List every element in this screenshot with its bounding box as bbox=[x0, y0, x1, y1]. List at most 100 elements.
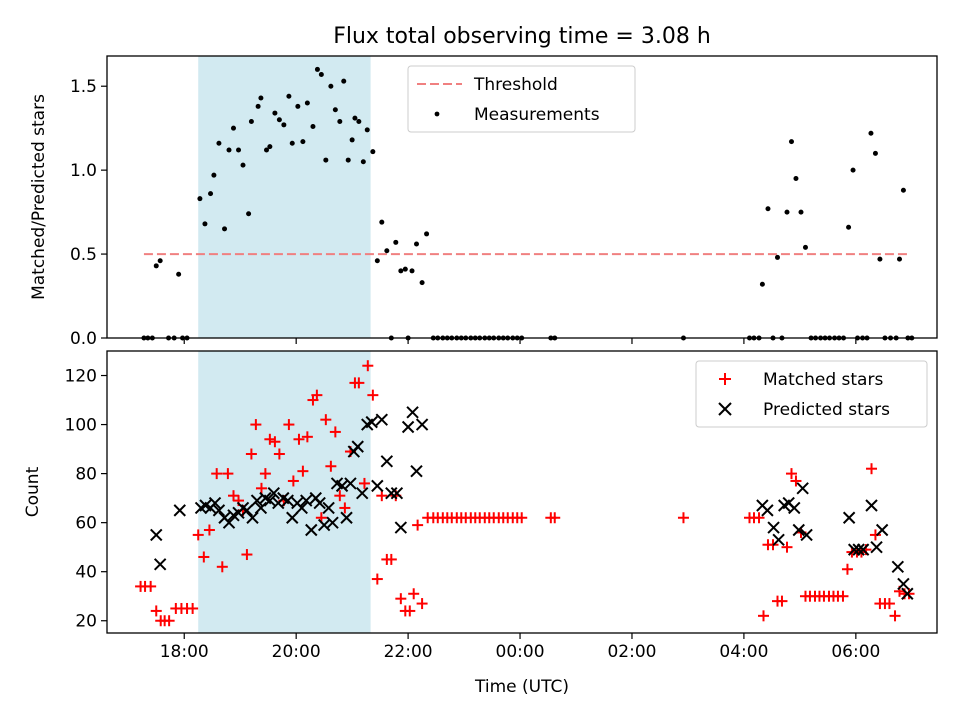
predicted-star-point bbox=[897, 577, 910, 591]
matched-star-point bbox=[883, 598, 895, 610]
bottom-legend-box bbox=[695, 360, 928, 428]
legend-predicted-label: Predicted stars bbox=[763, 400, 890, 420]
measurement-point bbox=[364, 127, 370, 133]
x-tick-label: 20:00 bbox=[272, 642, 321, 662]
matched-star-point bbox=[329, 426, 341, 438]
figure-title: Flux total observing time = 3.08 h bbox=[333, 24, 711, 49]
top-legend-box bbox=[407, 65, 636, 133]
predicted-star-point bbox=[788, 501, 801, 515]
predicted-star-point bbox=[401, 420, 415, 434]
predicted-star-point bbox=[286, 511, 299, 524]
bottom-panel: 20 40 60 80 100 120 18:00 20:00 22:00 00:00 02:00… bbox=[23, 350, 938, 697]
predicted-star-point bbox=[150, 528, 163, 542]
measurement-point bbox=[393, 239, 399, 245]
matched-star-point bbox=[227, 490, 239, 502]
predicted-star-point bbox=[772, 533, 785, 547]
measurement-point bbox=[360, 159, 366, 165]
legend-predicted-swatch bbox=[718, 402, 732, 416]
x-tick-label: 02:00 bbox=[607, 642, 656, 662]
measurement-point bbox=[328, 83, 334, 89]
legend-threshold-label: Threshold bbox=[473, 75, 558, 95]
measurement-point bbox=[216, 140, 222, 146]
predicted-star-point bbox=[356, 487, 369, 500]
predicted-star-point bbox=[394, 521, 408, 534]
matched-star-point bbox=[353, 377, 365, 389]
y-tick-label: 80 bbox=[75, 465, 97, 485]
bot-shade-rect bbox=[198, 351, 371, 633]
matched-star-point bbox=[203, 524, 215, 536]
matched-star-point bbox=[334, 490, 346, 502]
measurement-point bbox=[872, 150, 878, 156]
measurement-point bbox=[414, 241, 420, 247]
measurement-point bbox=[310, 124, 316, 129]
predicted-star-point bbox=[875, 523, 889, 537]
matched-star-point bbox=[408, 588, 420, 600]
matched-star-point bbox=[283, 419, 295, 431]
predicted-star-point bbox=[767, 521, 780, 534]
measurement-point bbox=[240, 162, 246, 168]
matched-star-point bbox=[311, 389, 323, 401]
bottom-legend: Matched stars Predicted stars bbox=[695, 360, 928, 428]
measurement-point bbox=[157, 258, 163, 264]
matched-star-point bbox=[677, 512, 689, 524]
measurement-point bbox=[211, 172, 217, 178]
matched-star-point bbox=[211, 468, 223, 480]
measurement-point bbox=[774, 254, 780, 260]
measurement-point bbox=[398, 268, 404, 274]
matched-star-point bbox=[301, 431, 313, 443]
matched-star-point bbox=[362, 360, 374, 372]
top-y-axis-label: Matched/Predicted stars bbox=[29, 94, 49, 300]
predicted-star-point bbox=[173, 504, 186, 517]
predicted-star-point bbox=[842, 511, 856, 524]
measurement-point bbox=[798, 209, 804, 215]
measurement-point bbox=[272, 110, 278, 116]
matched-star-point bbox=[187, 602, 199, 614]
predicted-star-point bbox=[267, 487, 280, 500]
top-panel: 0.0 0.5 1.0 1.5 Matched/Predicted stars Thr… bbox=[29, 55, 938, 349]
measurement-point bbox=[176, 271, 182, 277]
bottom-star-points bbox=[135, 360, 915, 627]
measurement-point bbox=[759, 281, 765, 287]
measurement-point bbox=[868, 130, 874, 136]
measurement-point bbox=[877, 256, 883, 262]
measurement-point bbox=[424, 231, 430, 237]
top-shaded-interval bbox=[198, 56, 371, 338]
matched-star-point bbox=[145, 580, 157, 592]
x-tick-label: 00:00 bbox=[496, 642, 545, 662]
predicted-star-point bbox=[153, 558, 167, 571]
legend-matched-swatch bbox=[719, 373, 731, 385]
predicted-star-point bbox=[761, 504, 774, 517]
measurement-point bbox=[802, 244, 808, 250]
predicted-star-point bbox=[208, 496, 222, 510]
matched-star-point bbox=[264, 433, 276, 445]
top-legend: Threshold Measurements bbox=[407, 65, 636, 133]
matched-star-point bbox=[273, 448, 285, 460]
matched-star-point bbox=[198, 551, 210, 563]
measurement-point bbox=[226, 147, 232, 153]
matched-star-point bbox=[385, 553, 397, 565]
measurement-point bbox=[897, 256, 903, 262]
measurement-point bbox=[295, 103, 301, 109]
matched-star-point bbox=[250, 419, 262, 431]
predicted-star-point bbox=[856, 543, 870, 556]
matched-star-point bbox=[776, 595, 788, 607]
predicted-star-point bbox=[901, 587, 914, 600]
predicted-star-point bbox=[295, 501, 308, 515]
matched-star-point bbox=[404, 605, 416, 617]
measurement-point bbox=[850, 167, 856, 173]
y-tick-label: 60 bbox=[75, 514, 97, 534]
measurement-point bbox=[276, 117, 282, 123]
predicted-star-point bbox=[322, 501, 335, 515]
measurement-point bbox=[236, 147, 242, 153]
matched-star-point bbox=[790, 475, 802, 487]
measurement-point bbox=[370, 149, 376, 155]
matched-star-point bbox=[259, 468, 271, 480]
matched-star-point bbox=[869, 529, 881, 541]
measurement-point bbox=[197, 196, 203, 202]
predicted-star-point bbox=[340, 511, 353, 524]
matched-star-point bbox=[255, 482, 267, 494]
y-tick-label: 1.5 bbox=[70, 77, 97, 97]
measurement-point bbox=[384, 248, 390, 254]
measurement-point bbox=[419, 280, 425, 286]
